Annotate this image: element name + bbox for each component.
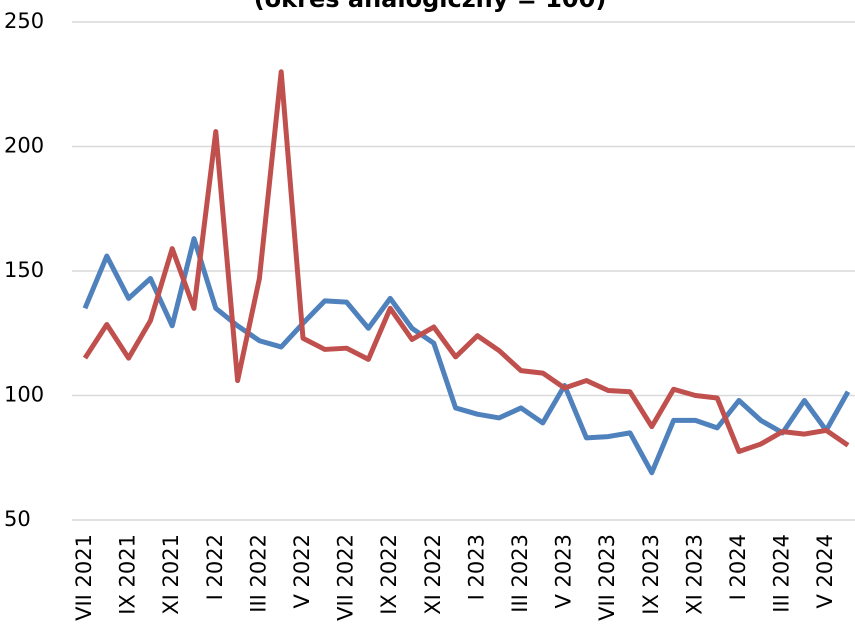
x-tick-label: III 2024	[770, 534, 794, 613]
x-tick-label: V 2023	[552, 534, 576, 608]
x-tick-label: I 2024	[726, 534, 750, 600]
x-tick-label: VII 2022	[334, 534, 358, 621]
x-tick-label: VII 2023	[595, 534, 619, 621]
chart-title: (okres analogiczny = 100)	[254, 0, 607, 13]
y-tick-label: 50	[4, 507, 31, 531]
y-tick-label: 100	[4, 383, 44, 407]
y-tick-label: 150	[4, 258, 44, 282]
x-tick-label: I 2023	[464, 534, 488, 600]
x-tick-label: IX 2022	[377, 534, 401, 615]
x-tick-label: XI 2023	[682, 534, 706, 615]
x-tick-label: V 2024	[813, 534, 837, 608]
x-tick-label: I 2022	[203, 534, 227, 600]
x-tick-label: VII 2021	[72, 534, 96, 621]
series-line	[82, 69, 850, 455]
x-tick-label: XI 2022	[421, 534, 445, 615]
x-tick-label: III 2023	[508, 534, 532, 613]
x-tick-label: XI 2021	[159, 534, 183, 615]
x-tick-label: V 2022	[290, 534, 314, 608]
series-line	[82, 236, 851, 476]
y-tick-label: 250	[4, 9, 44, 33]
x-tick-label: IX 2023	[639, 534, 663, 615]
x-tick-label: III 2022	[246, 534, 270, 613]
y-tick-label: 200	[4, 134, 44, 158]
x-tick-label: IX 2021	[116, 534, 140, 615]
